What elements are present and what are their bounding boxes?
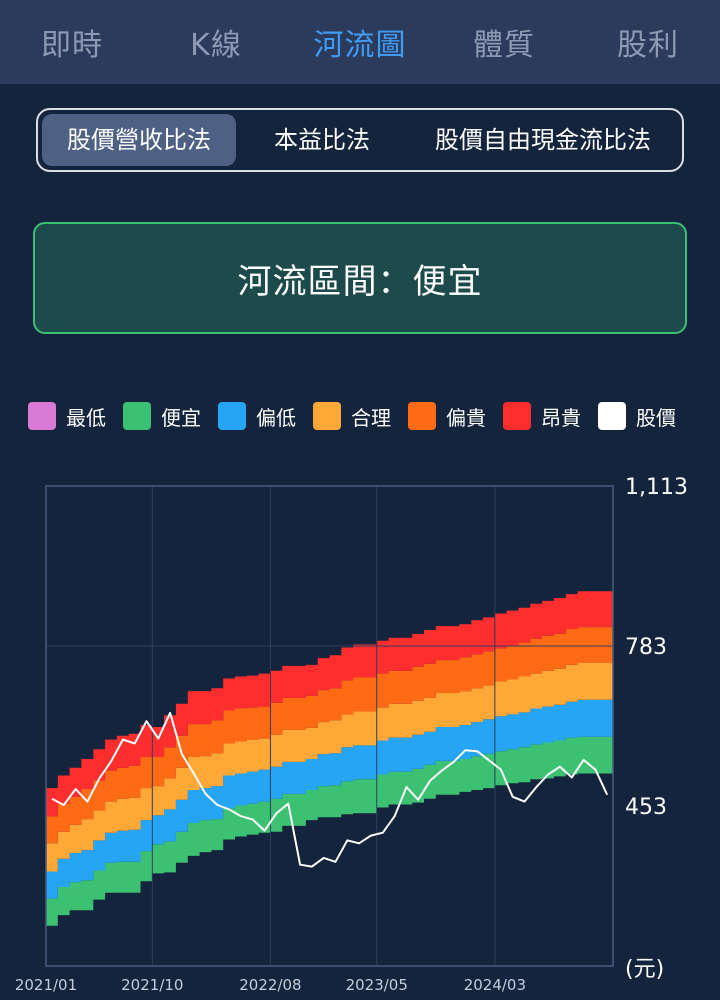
x-tick-label: 2022/08 [239,976,301,994]
top-tab-bar: 即時 K線 河流圖 體質 股利 [0,0,720,84]
tab-dividend[interactable]: 股利 [617,28,679,63]
river-zone-label: 河流區間：便宜 [237,261,483,302]
y-tick-label: 1,113 [625,475,688,500]
legend-label-lowest: 最低 [66,405,106,430]
x-tick-label: 2023/05 [346,976,408,994]
chart-legend: 最低 便宜 偏低 合理 偏貴 昂貴 股價 [28,400,708,432]
method-pe-ratio[interactable]: 本益比法 [274,126,370,154]
method-price-fcf-ratio[interactable]: 股價自由現金流比法 [435,126,651,154]
legend-label-expensive: 昂貴 [541,405,581,430]
y-unit-label: (元) [625,957,664,982]
river-chart: 1,113 783 453 (元) 2021/01 2021/10 2022/08 2023/… [15,475,688,994]
legend-label-high: 偏貴 [446,405,486,430]
tab-realtime[interactable]: 即時 [41,28,103,63]
tab-kline[interactable]: K線 [190,28,242,63]
tab-river-chart[interactable]: 河流圖 [313,28,407,63]
legend-item-cheap: 便宜 [123,402,201,431]
price-series-line [51,711,609,868]
legend-swatch-cheap [123,402,151,430]
legend-swatch-high [408,402,436,430]
cheap-band [46,736,613,926]
legend-label-fair: 合理 [351,405,391,430]
legend-item-price: 股價 [598,402,676,431]
y-tick-label: 453 [625,795,667,820]
fair-band [46,663,613,872]
river-zone-status: 河流區間：便宜 [33,222,687,334]
legend-label-low: 偏低 [256,405,296,430]
legend-item-fair: 合理 [313,402,391,431]
method-segmented-control: 股價營收比法 本益比法 股價自由現金流比法 [36,108,684,172]
legend-item-lowest: 最低 [28,402,106,431]
y-tick-label: 783 [625,635,667,660]
x-tick-label: 2024/03 [464,976,526,994]
legend-item-high: 偏貴 [408,402,486,431]
low-band [46,699,613,899]
expensive-band [46,591,613,817]
high-band [46,627,613,844]
legend-swatch-price [598,402,626,430]
tab-fundamentals[interactable]: 體質 [473,28,535,63]
legend-label-price: 股價 [636,405,676,430]
legend-swatch-low [218,402,246,430]
method-price-revenue-ratio[interactable]: 股價營收比法 [42,114,236,166]
legend-swatch-expensive [503,402,531,430]
legend-item-expensive: 昂貴 [503,402,581,431]
plot-frame [45,485,614,967]
x-tick-label: 2021/10 [121,976,183,994]
x-tick-label: 2021/01 [15,976,77,994]
legend-swatch-fair [313,402,341,430]
legend-item-low: 偏低 [218,402,296,431]
legend-swatch-lowest [28,402,56,430]
legend-label-cheap: 便宜 [161,405,201,430]
